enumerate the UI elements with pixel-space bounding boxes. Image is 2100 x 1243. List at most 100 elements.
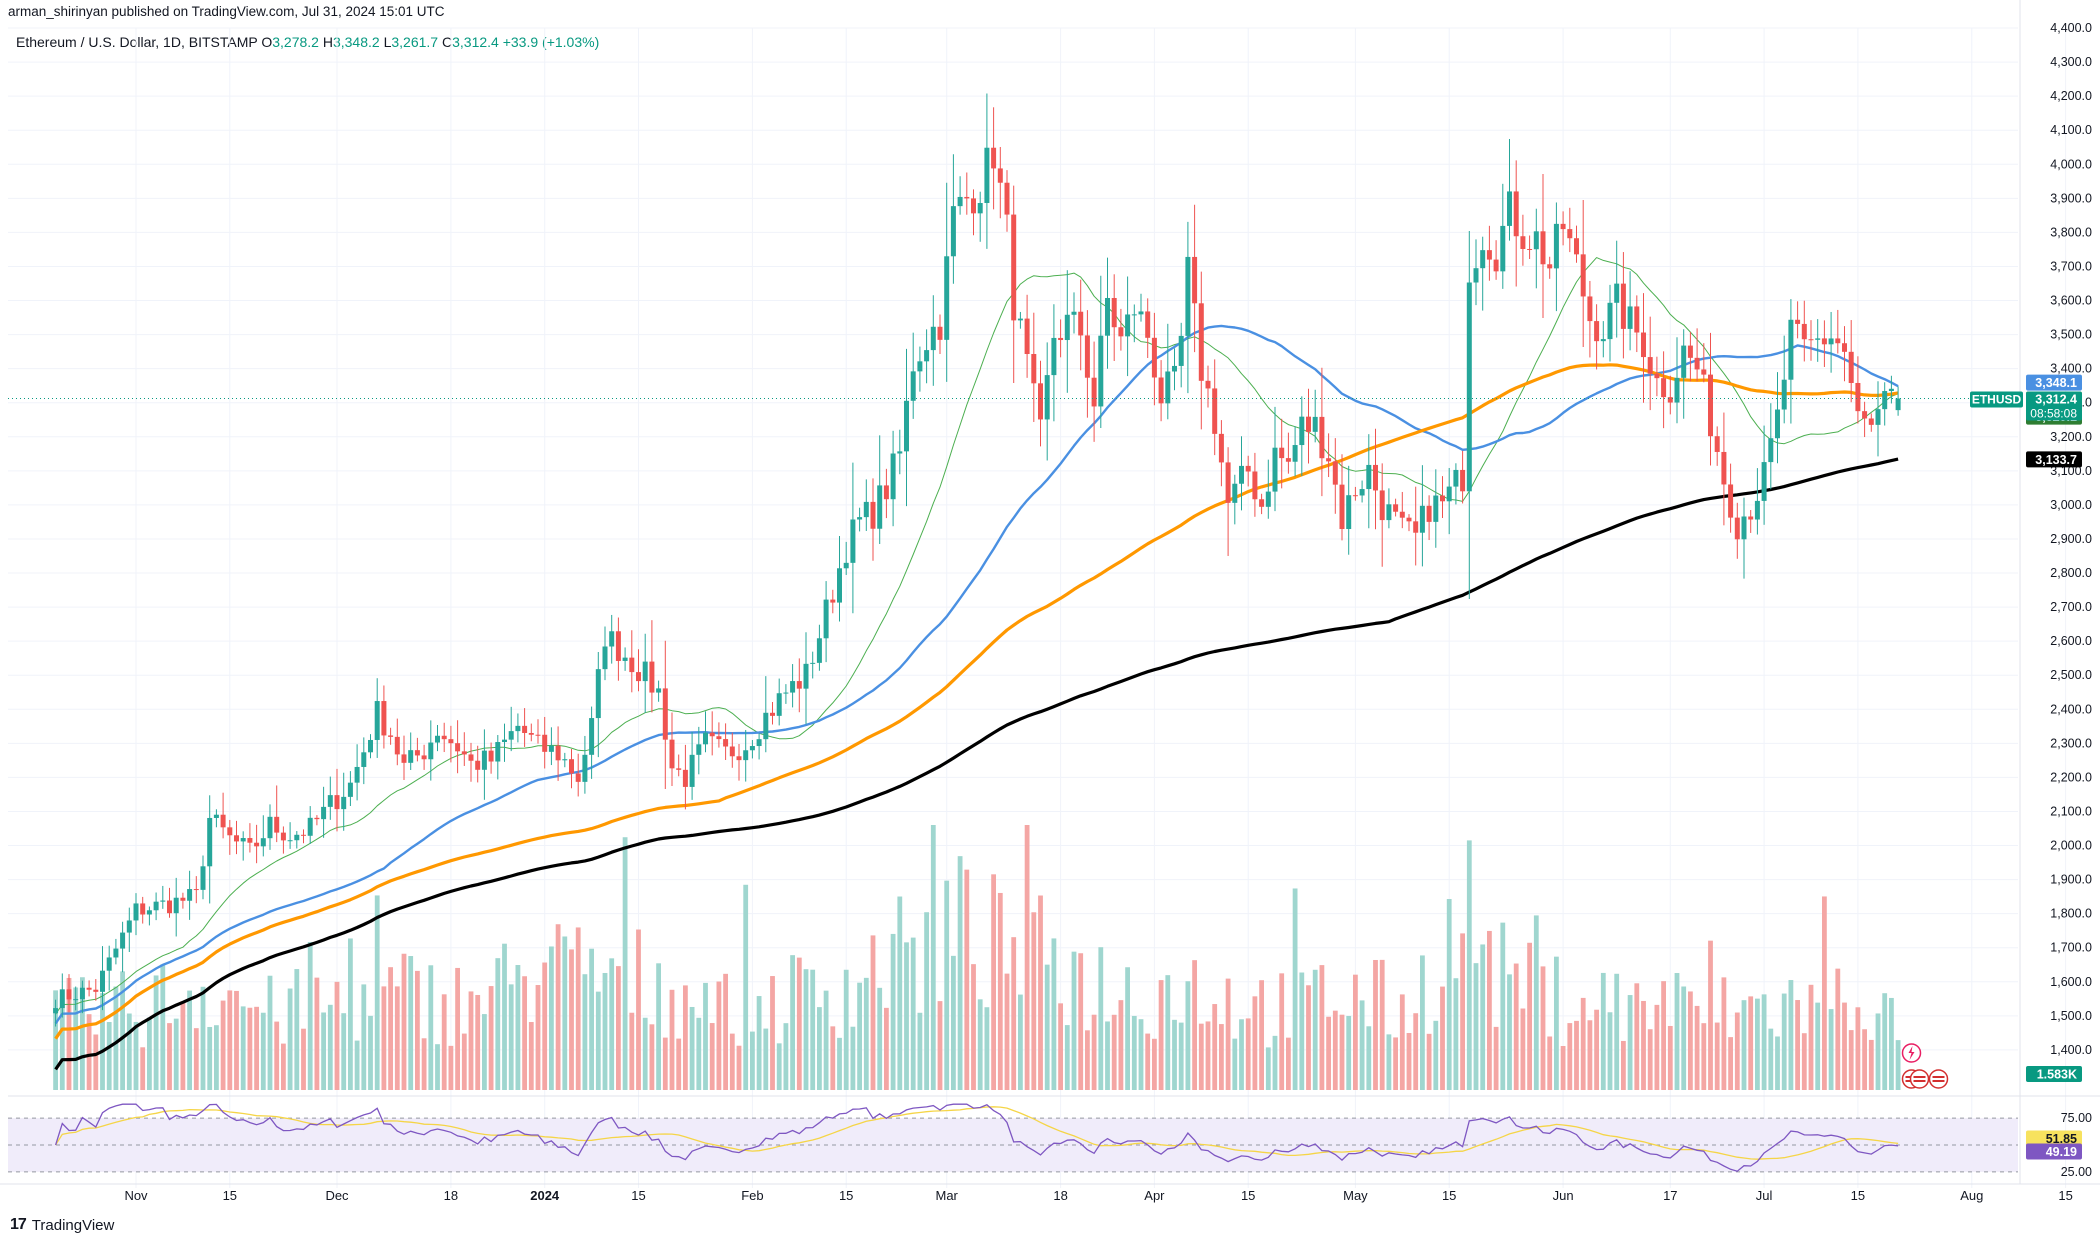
candle-body	[1701, 369, 1707, 375]
volume-bar	[1145, 1033, 1151, 1090]
volume-bar	[1038, 895, 1043, 1090]
volume-bar	[1714, 1022, 1720, 1090]
candle-body	[260, 838, 266, 847]
volume-bar	[1600, 972, 1606, 1090]
candle	[917, 346, 923, 392]
candle-body	[1433, 495, 1439, 522]
volume-bar	[348, 938, 353, 1090]
candle-body	[1748, 516, 1754, 520]
x-tick-label: Mar	[936, 1188, 959, 1203]
candle-body	[488, 750, 494, 762]
candle	[1024, 294, 1030, 378]
candle	[435, 725, 440, 752]
candle-body	[354, 766, 360, 783]
candle	[1473, 239, 1479, 306]
volume-bar	[1018, 994, 1023, 1090]
candle	[1674, 337, 1680, 424]
candle	[1272, 406, 1278, 512]
ethusd-badge-bg	[1970, 391, 2023, 408]
candle	[669, 712, 675, 787]
candle-body	[1440, 495, 1445, 502]
candle	[1058, 319, 1064, 358]
candle	[629, 630, 635, 693]
candle	[1352, 486, 1358, 501]
volume-bar	[984, 1007, 990, 1090]
ma-line-20	[55, 257, 1899, 1015]
candle	[1339, 454, 1345, 541]
volume-badge-bg	[2026, 1066, 2082, 1082]
candle-body	[1225, 462, 1231, 503]
candle-body	[642, 661, 648, 682]
y-tick-label: 3,700.0	[2050, 259, 2092, 273]
candle	[642, 633, 648, 713]
volume-bar	[435, 1044, 440, 1090]
volume-bar	[636, 929, 641, 1090]
candle	[542, 716, 548, 769]
y-tick-label: 2,600.0	[2050, 634, 2092, 648]
volume-bar	[1781, 993, 1787, 1090]
volume-bar	[803, 969, 809, 1090]
candle	[1165, 323, 1171, 420]
candle-body	[341, 796, 347, 810]
ma-line-200	[54, 457, 1899, 1071]
candle-body	[220, 814, 226, 828]
volume-bar	[1667, 1025, 1673, 1090]
volume-bar	[1473, 963, 1479, 1090]
volume-bar	[321, 1012, 326, 1090]
candle	[1862, 401, 1868, 438]
volume-bar	[1406, 1032, 1412, 1090]
candle	[736, 744, 742, 781]
y-tick-label: 2,200.0	[2050, 770, 2092, 784]
volume-bar	[736, 1045, 742, 1090]
x-tick-label: 15	[1442, 1188, 1456, 1203]
candle-body	[368, 739, 373, 753]
volume-bar	[1741, 1000, 1747, 1090]
volume-bar	[1265, 1047, 1271, 1090]
candle	[1587, 280, 1593, 358]
candle-body	[1473, 268, 1479, 283]
candle-body	[816, 638, 822, 663]
candle	[160, 885, 166, 909]
candle	[1600, 321, 1606, 358]
volume-bar	[951, 955, 956, 1090]
volume-bar	[1306, 985, 1311, 1090]
candle-body	[1279, 447, 1285, 459]
candle-body	[1024, 318, 1030, 354]
candle-body	[287, 840, 293, 842]
volume-bar	[1835, 968, 1841, 1090]
tradingview-footer[interactable]: 17 TradingView	[10, 1216, 114, 1234]
candle-body	[749, 746, 755, 751]
candle	[1198, 271, 1204, 430]
candle	[167, 887, 172, 918]
volume-bar	[1775, 1036, 1780, 1090]
candle	[1714, 426, 1720, 466]
y-tick-label: 2,800.0	[2050, 566, 2092, 580]
volume-bar	[1393, 1037, 1398, 1090]
candle	[1808, 320, 1814, 361]
candle-body	[1547, 264, 1553, 269]
candle-body	[1332, 461, 1338, 485]
candle-body	[113, 948, 119, 958]
y-tick-label: 2,900.0	[2050, 532, 2092, 546]
volume-bar	[1044, 964, 1050, 1090]
volume-bar	[930, 825, 936, 1090]
candle	[1145, 298, 1151, 359]
y-tick-label: 4,300.0	[2050, 55, 2092, 69]
rsi-badge-bg	[2026, 1143, 2082, 1160]
candle	[749, 740, 755, 759]
candle	[267, 804, 273, 850]
volume-bar	[1353, 974, 1358, 1090]
candle-body	[1821, 338, 1827, 345]
candle-body	[1198, 303, 1204, 381]
candle-body	[1627, 306, 1633, 329]
candle	[1071, 292, 1077, 334]
candle-body	[361, 752, 367, 767]
volume-bar	[575, 927, 581, 1090]
candle	[1038, 360, 1043, 447]
volume-bar	[1326, 1016, 1331, 1090]
candle	[1815, 319, 1821, 362]
volume-bar	[187, 990, 192, 1090]
candle-body	[1674, 377, 1680, 403]
candle-body	[1031, 353, 1037, 384]
